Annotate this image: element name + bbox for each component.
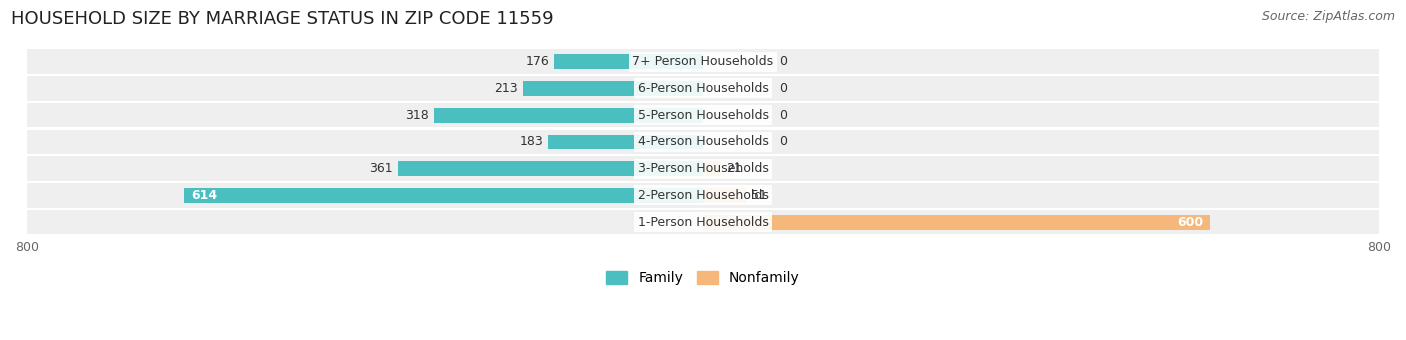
Bar	[27, 130, 1379, 154]
Text: HOUSEHOLD SIZE BY MARRIAGE STATUS IN ZIP CODE 11559: HOUSEHOLD SIZE BY MARRIAGE STATUS IN ZIP…	[11, 10, 554, 28]
Text: 600: 600	[1177, 216, 1204, 229]
Text: 1-Person Households: 1-Person Households	[637, 216, 769, 229]
Bar	[398, 161, 703, 176]
Text: 0: 0	[779, 82, 787, 95]
Text: 318: 318	[405, 109, 429, 122]
Text: 0: 0	[779, 109, 787, 122]
Text: 4-Person Households: 4-Person Households	[637, 135, 769, 149]
Text: 2-Person Households: 2-Person Households	[637, 189, 769, 202]
Bar	[703, 188, 747, 203]
Bar	[27, 156, 1379, 181]
Text: 213: 213	[495, 82, 517, 95]
Bar	[434, 108, 703, 122]
Text: 614: 614	[191, 189, 217, 202]
Bar	[554, 54, 703, 69]
Bar	[548, 135, 703, 149]
Legend: Family, Nonfamily: Family, Nonfamily	[606, 271, 800, 285]
Text: 361: 361	[370, 162, 392, 175]
Bar	[703, 215, 1211, 230]
Text: 183: 183	[520, 135, 543, 149]
Bar	[27, 49, 1379, 74]
Bar	[703, 161, 721, 176]
Bar	[27, 210, 1379, 235]
Text: 21: 21	[725, 162, 741, 175]
Bar	[184, 188, 703, 203]
Bar	[27, 183, 1379, 208]
Text: 51: 51	[751, 189, 768, 202]
Text: 0: 0	[779, 135, 787, 149]
Text: 7+ Person Households: 7+ Person Households	[633, 55, 773, 68]
Text: 3-Person Households: 3-Person Households	[637, 162, 769, 175]
Text: 0: 0	[779, 55, 787, 68]
Bar	[523, 81, 703, 96]
Bar	[27, 76, 1379, 101]
Text: 176: 176	[526, 55, 550, 68]
Text: 6-Person Households: 6-Person Households	[637, 82, 769, 95]
Text: 5-Person Households: 5-Person Households	[637, 109, 769, 122]
Bar	[27, 103, 1379, 128]
Text: Source: ZipAtlas.com: Source: ZipAtlas.com	[1261, 10, 1395, 23]
